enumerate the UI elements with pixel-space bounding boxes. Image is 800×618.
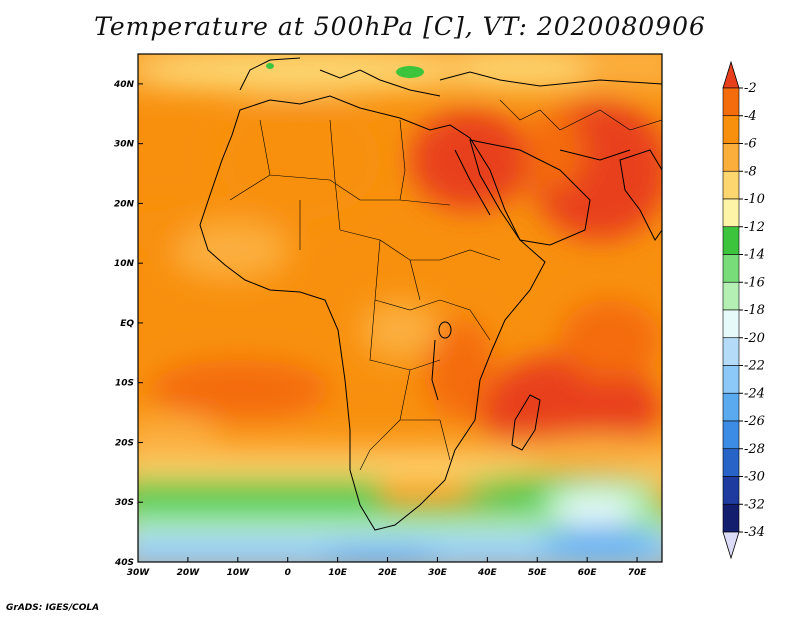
colorbar-swatch bbox=[722, 476, 740, 505]
y-tick-label: 10S bbox=[115, 379, 134, 389]
colorbar-swatch bbox=[722, 87, 740, 117]
colorbar-swatch bbox=[722, 170, 740, 200]
temperature-field bbox=[138, 54, 662, 562]
x-tick-label: 10W bbox=[227, 568, 251, 578]
colorbar-over-triangle bbox=[722, 60, 740, 89]
y-tick-label: 40N bbox=[113, 80, 135, 90]
colorbar-label: -6 bbox=[744, 137, 757, 152]
colorbar-swatch bbox=[722, 392, 740, 422]
x-tick-label: 30E bbox=[428, 568, 448, 578]
y-axis: 40S 30S 20S 10S EQ 10N 20N 30N 40N bbox=[113, 80, 143, 568]
coastlines bbox=[199, 57, 662, 531]
colorbar-swatch bbox=[722, 309, 740, 339]
colorbar-swatch bbox=[722, 448, 740, 477]
colorbar-swatch bbox=[722, 198, 740, 228]
x-tick-label: 50E bbox=[528, 568, 548, 578]
colorbar-label: -10 bbox=[744, 192, 765, 207]
colorbar-swatch bbox=[722, 503, 740, 533]
y-tick-label: EQ bbox=[120, 319, 134, 329]
x-tick-label: 20W bbox=[177, 568, 201, 578]
colorbar-label: -12 bbox=[744, 220, 765, 235]
colorbar-label: -26 bbox=[744, 414, 765, 429]
x-tick-label: 30W bbox=[127, 568, 151, 578]
map-frame bbox=[137, 53, 663, 563]
colorbar-label: -16 bbox=[744, 275, 765, 290]
colorbar-swatch bbox=[722, 365, 740, 394]
y-tick-label: 20S bbox=[115, 438, 134, 448]
grads-credit: GrADS: IGES/COLA bbox=[6, 603, 100, 613]
x-tick-label: 60E bbox=[578, 568, 598, 578]
colorbar-label: -14 bbox=[744, 248, 765, 263]
colorbar-label: -30 bbox=[744, 470, 765, 485]
y-tick-label: 30N bbox=[114, 140, 135, 150]
x-axis: 30W 20W 10W 0 10E 20E 30E 40E 50E 60E 70E bbox=[127, 557, 647, 578]
colorbar-label: -32 bbox=[744, 497, 765, 512]
colorbar-swatch bbox=[722, 420, 740, 450]
colorbar-label: -4 bbox=[744, 109, 757, 124]
x-tick-label: 0 bbox=[285, 568, 291, 578]
x-tick-label: 40E bbox=[477, 568, 498, 578]
x-tick-label: 10E bbox=[328, 568, 348, 578]
colorbar-swatch bbox=[722, 226, 740, 255]
colorbar-swatch bbox=[722, 254, 740, 283]
colorbar-label: -20 bbox=[744, 331, 765, 346]
country-borders bbox=[229, 99, 662, 471]
colorbar-label: -28 bbox=[744, 442, 765, 457]
colorbar-swatch bbox=[722, 115, 740, 144]
colorbar-label: -8 bbox=[744, 164, 757, 179]
chart-title: Temperature at 500hPa [C], VT: 202008090… bbox=[94, 12, 706, 41]
y-tick-label: 40S bbox=[114, 558, 134, 568]
colorbar-swatch bbox=[722, 337, 740, 366]
colorbar-label: -34 bbox=[744, 525, 765, 540]
x-tick-label: 70E bbox=[628, 568, 648, 578]
colorbar-label: -22 bbox=[744, 359, 765, 374]
colorbar-swatch bbox=[722, 143, 740, 172]
colorbar-swatch bbox=[722, 281, 740, 311]
colorbar-label: -18 bbox=[744, 303, 765, 318]
y-tick-label: 30S bbox=[115, 498, 134, 508]
colorbar-under-triangle bbox=[722, 531, 740, 560]
lakes bbox=[431, 321, 452, 401]
colorbar: -2 -4 -6 -8 -10 -12 -14 -16 -18 -20 -22 -24 -26 -28 -3… bbox=[722, 60, 765, 560]
x-tick-label: 20E bbox=[378, 568, 398, 578]
y-tick-label: 20N bbox=[114, 199, 135, 209]
colorbar-label: -2 bbox=[744, 81, 757, 96]
colorbar-label: -24 bbox=[744, 386, 765, 401]
y-tick-label: 10N bbox=[114, 259, 135, 269]
